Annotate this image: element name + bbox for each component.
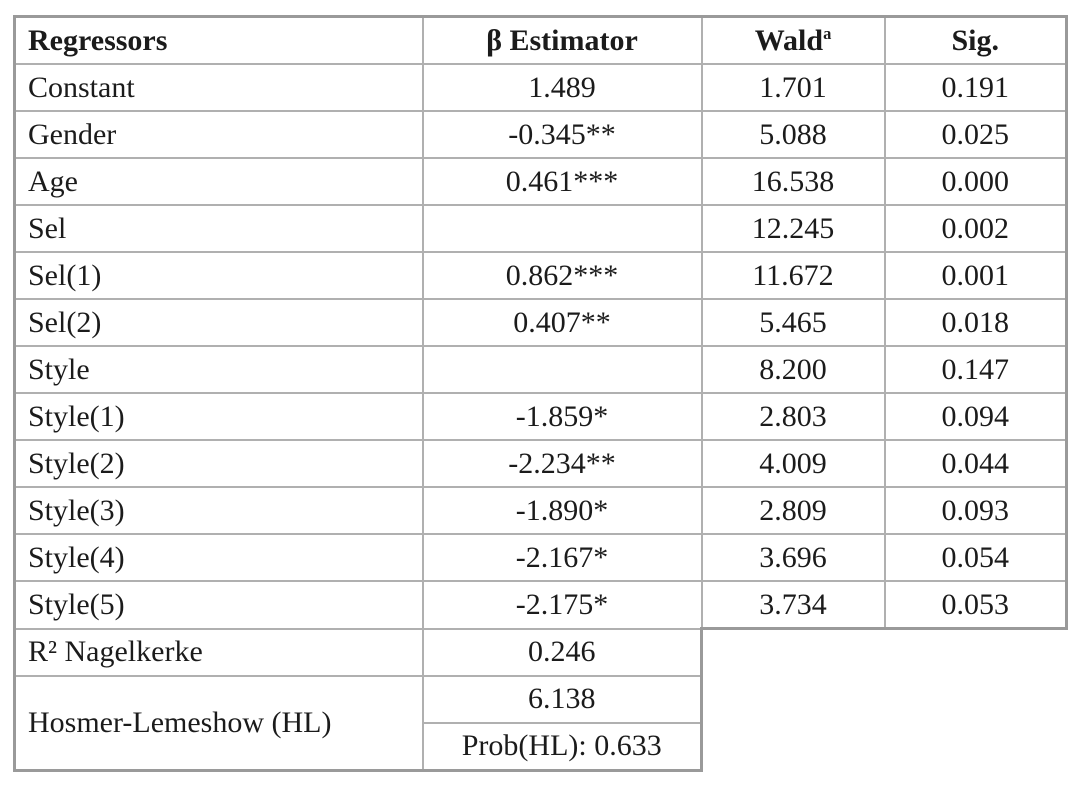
cell-sig: 0.018 bbox=[883, 298, 1068, 347]
cell-wald: 5.088 bbox=[700, 110, 886, 159]
hosmer-lemeshow-prob: Prob(HL): 0.633 bbox=[421, 721, 703, 772]
cell-wald: 2.803 bbox=[700, 392, 886, 441]
cell-wald: 11.672 bbox=[700, 251, 886, 300]
cell-sig: 0.191 bbox=[883, 63, 1068, 112]
table-row: Sel(1) 0.862*** 11.672 0.001 bbox=[13, 251, 1068, 300]
cell-beta: 0.461*** bbox=[421, 157, 703, 206]
cell-wald: 3.696 bbox=[700, 533, 886, 582]
table-row: Style(4) -2.167* 3.696 0.054 bbox=[13, 533, 1068, 582]
regression-table-container: Regressors β Estimator Walda Sig. Consta… bbox=[13, 15, 1068, 772]
hosmer-lemeshow-row: Hosmer-Lemeshow (HL) 6.138 bbox=[13, 674, 1067, 772]
cell-sig: 0.093 bbox=[883, 486, 1068, 535]
table-row: Style(2) -2.234** 4.009 0.044 bbox=[13, 439, 1068, 488]
cell-wald: 5.465 bbox=[700, 298, 886, 347]
cell-regressor: Sel bbox=[13, 204, 424, 253]
cell-beta: 1.489 bbox=[421, 63, 703, 112]
hosmer-lemeshow-value: 6.138 bbox=[421, 674, 703, 724]
table-row: Style 8.200 0.147 bbox=[13, 345, 1068, 394]
wald-footnote-marker: a bbox=[823, 23, 832, 43]
column-header-sig: Sig. bbox=[883, 15, 1068, 65]
table-row: Sel 12.245 0.002 bbox=[13, 204, 1068, 253]
cell-regressor: Style(4) bbox=[13, 533, 424, 582]
cell-sig: 0.002 bbox=[883, 204, 1068, 253]
hosmer-lemeshow-prob-row: Prob(HL): 0.633 bbox=[15, 721, 1067, 772]
table-row: Sel(2) 0.407** 5.465 0.018 bbox=[13, 298, 1068, 347]
nagelkerke-row: R² Nagelkerke 0.246 bbox=[13, 627, 1067, 677]
cell-regressor: Style(3) bbox=[13, 486, 424, 535]
cell-beta: -2.234** bbox=[421, 439, 703, 488]
cell-sig: 0.147 bbox=[883, 345, 1068, 394]
cell-beta: -1.890* bbox=[421, 486, 703, 535]
cell-beta bbox=[421, 345, 703, 394]
cell-regressor: Age bbox=[13, 157, 424, 206]
cell-regressor: Sel(2) bbox=[13, 298, 424, 347]
table-row: Constant 1.489 1.701 0.191 bbox=[13, 63, 1068, 112]
cell-sig: 0.044 bbox=[883, 439, 1068, 488]
cell-sig: 0.001 bbox=[883, 251, 1068, 300]
cell-wald: 3.734 bbox=[700, 580, 886, 630]
cell-beta: 0.862*** bbox=[421, 251, 703, 300]
nagelkerke-value: 0.246 bbox=[421, 627, 703, 677]
table-row: Style(5) -2.175* 3.734 0.053 bbox=[13, 580, 1068, 630]
column-header-regressors: Regressors bbox=[13, 15, 424, 65]
cell-beta: -0.345** bbox=[421, 110, 703, 159]
wald-header-label: Wald bbox=[754, 23, 824, 57]
cell-sig: 0.094 bbox=[883, 392, 1068, 441]
column-header-beta-estimator: β Estimator bbox=[421, 15, 703, 65]
cell-beta: -2.175* bbox=[421, 580, 703, 630]
cell-sig: 0.025 bbox=[883, 110, 1068, 159]
cell-regressor: Style(1) bbox=[13, 392, 424, 441]
table-row: Gender -0.345** 5.088 0.025 bbox=[13, 110, 1068, 159]
cell-regressor: Constant bbox=[13, 63, 424, 112]
cell-regressor: Sel(1) bbox=[13, 251, 424, 300]
cell-sig: 0.054 bbox=[883, 533, 1068, 582]
cell-beta: -1.859* bbox=[421, 392, 703, 441]
table-row: Style(1) -1.859* 2.803 0.094 bbox=[13, 392, 1068, 441]
cell-beta bbox=[421, 204, 703, 253]
regression-results-table: Regressors β Estimator Walda Sig. Consta… bbox=[13, 15, 1068, 772]
cell-regressor: Style bbox=[13, 345, 424, 394]
cell-wald: 2.809 bbox=[700, 486, 886, 535]
hosmer-lemeshow-label: Hosmer-Lemeshow (HL) bbox=[13, 674, 424, 772]
cell-beta: -2.167* bbox=[421, 533, 703, 582]
cell-regressor: Style(5) bbox=[13, 580, 424, 630]
table-row: Style(3) -1.890* 2.809 0.093 bbox=[13, 486, 1068, 535]
cell-regressor: Gender bbox=[13, 110, 424, 159]
cell-beta: 0.407** bbox=[421, 298, 703, 347]
cell-wald: 1.701 bbox=[700, 63, 886, 112]
nagelkerke-label: R² Nagelkerke bbox=[13, 627, 424, 677]
header-row: Regressors β Estimator Walda Sig. bbox=[13, 15, 1068, 65]
cell-regressor: Style(2) bbox=[13, 439, 424, 488]
cell-wald: 16.538 bbox=[700, 157, 886, 206]
cell-wald: 4.009 bbox=[700, 439, 886, 488]
column-header-wald: Walda bbox=[700, 15, 886, 65]
cell-wald: 12.245 bbox=[700, 204, 886, 253]
cell-sig: 0.053 bbox=[883, 580, 1068, 630]
cell-wald: 8.200 bbox=[700, 345, 886, 394]
cell-sig: 0.000 bbox=[883, 157, 1068, 206]
table-row: Age 0.461*** 16.538 0.000 bbox=[13, 157, 1068, 206]
